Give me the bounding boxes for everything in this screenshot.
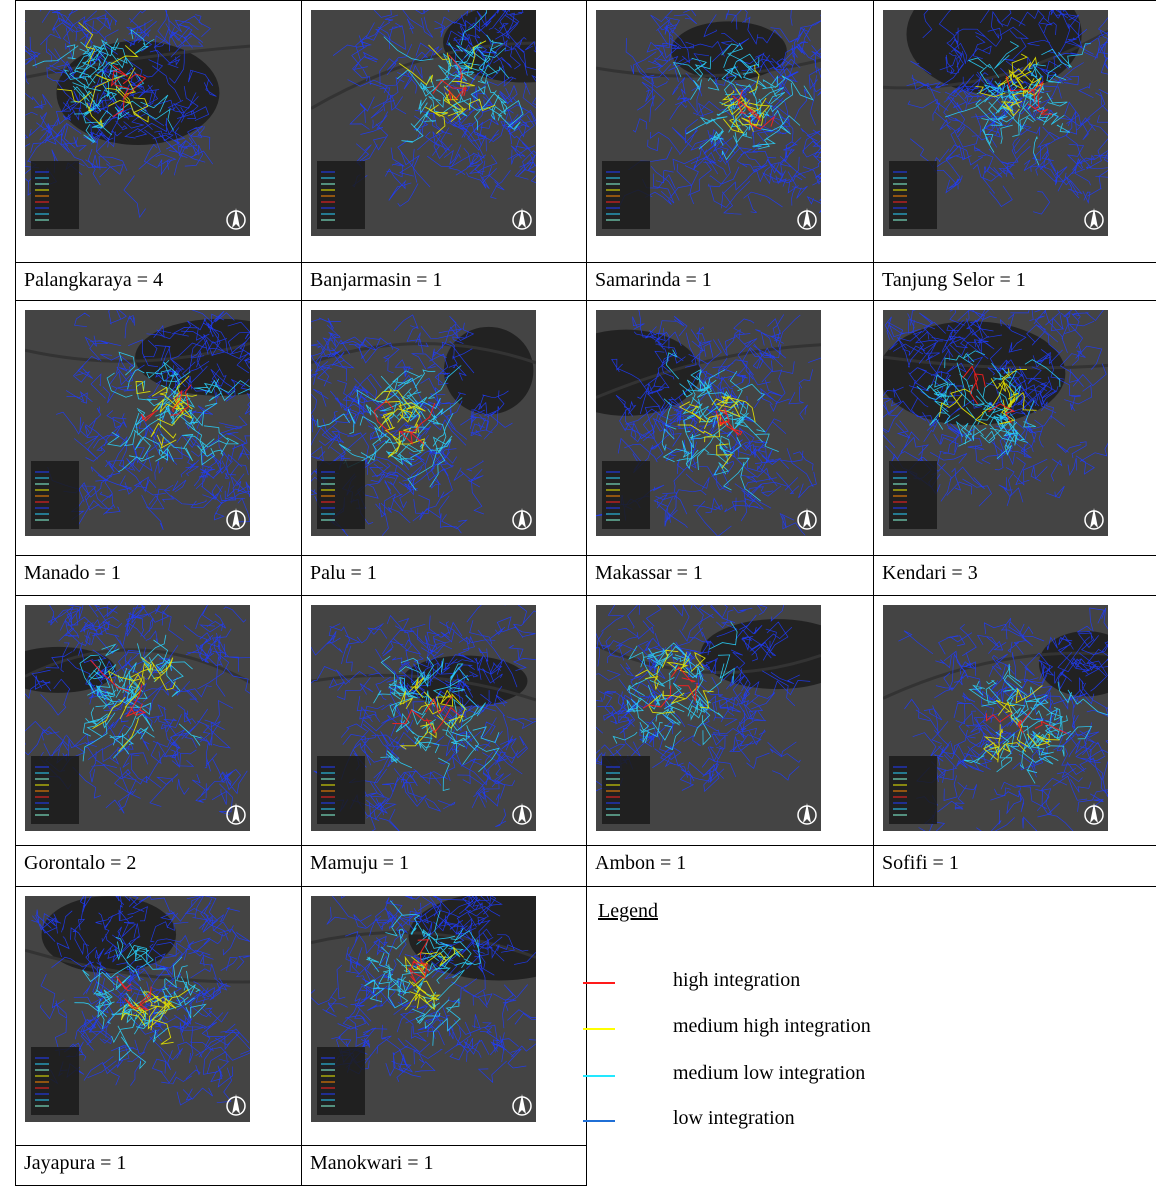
map-image [596,310,821,536]
city-label: Sofifi = 1 [873,845,1156,887]
legend-swatch [583,1075,615,1077]
city-label: Jayapura = 1 [15,1145,302,1186]
city-label: Tanjung Selor = 1 [873,262,1156,301]
map-image [25,10,250,236]
map-image [25,310,250,536]
map-image [25,605,250,831]
city-label: Palangkaraya = 4 [15,262,302,301]
legend-label: medium high integration [673,1015,871,1038]
map-image [883,10,1108,236]
city-label: Gorontalo = 2 [15,845,302,887]
map-image [311,896,536,1122]
city-label: Makassar = 1 [586,555,874,596]
map-image [883,605,1108,831]
city-label: Manokwari = 1 [301,1145,587,1186]
map-image [311,10,536,236]
city-label: Ambon = 1 [586,845,874,887]
city-label: Kendari = 3 [873,555,1156,596]
map-image [596,10,821,236]
map-image [25,896,250,1122]
map-image [596,605,821,831]
map-image [311,605,536,831]
legend-label: low integration [673,1107,795,1130]
legend-swatch [583,1028,615,1030]
city-label: Banjarmasin = 1 [301,262,587,301]
city-label: Palu = 1 [301,555,587,596]
city-label: Manado = 1 [15,555,302,596]
city-label: Mamuju = 1 [301,845,587,887]
legend-title: Legend [598,900,658,923]
map-image [883,310,1108,536]
map-image [311,310,536,536]
legend-label: high integration [673,969,800,992]
legend-swatch [583,982,615,984]
page: Palangkaraya = 4Banjarmasin = 1Samarinda… [0,0,1156,1187]
legend-swatch [583,1120,615,1122]
legend-label: medium low integration [673,1062,865,1085]
legend-cell [586,886,1156,1185]
city-label: Samarinda = 1 [586,262,874,301]
